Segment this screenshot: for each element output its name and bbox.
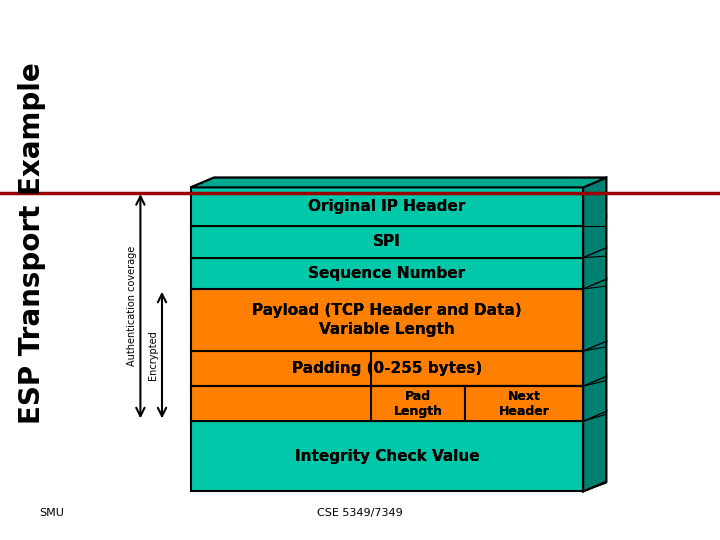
Bar (191, 421, 583, 491)
Bar (466, 386, 583, 421)
Bar (372, 386, 466, 421)
Polygon shape (583, 376, 606, 421)
Polygon shape (583, 178, 606, 491)
Bar (191, 351, 583, 386)
Polygon shape (191, 411, 606, 421)
Text: Payload (TCP Header and Data)
Variable Length: Payload (TCP Header and Data) Variable L… (252, 303, 522, 337)
Text: Sequence Number: Sequence Number (308, 266, 466, 281)
Text: Original IP Header: Original IP Header (308, 199, 466, 214)
Polygon shape (191, 248, 606, 258)
Bar (191, 187, 583, 226)
Text: SPI: SPI (373, 234, 401, 249)
Text: Next
Header: Next Header (499, 390, 550, 417)
Text: Padding (0-255 bytes): Padding (0-255 bytes) (292, 361, 482, 376)
Polygon shape (583, 178, 606, 226)
Polygon shape (191, 178, 606, 187)
Polygon shape (191, 341, 606, 351)
Polygon shape (583, 341, 606, 386)
Text: Payload (TCP Header and Data)
Variable Length: Payload (TCP Header and Data) Variable L… (252, 303, 522, 337)
Polygon shape (583, 411, 606, 491)
Polygon shape (191, 217, 606, 226)
Polygon shape (583, 248, 606, 289)
Text: Authentication coverage: Authentication coverage (127, 246, 137, 366)
Polygon shape (191, 376, 606, 386)
Polygon shape (191, 279, 606, 289)
Bar (191, 226, 583, 258)
Text: Sequence Number: Sequence Number (308, 266, 466, 281)
Text: CSE 5349/7349: CSE 5349/7349 (317, 508, 403, 518)
Text: Pad
Length: Pad Length (394, 390, 443, 417)
Text: SMU: SMU (40, 508, 65, 518)
Text: Original IP Header: Original IP Header (308, 199, 466, 214)
Bar (191, 258, 583, 289)
Bar (191, 386, 583, 421)
Text: ESP Transport Example: ESP Transport Example (19, 62, 46, 424)
Text: Next
Header: Next Header (499, 390, 550, 417)
Text: Integrity Check Value: Integrity Check Value (294, 449, 480, 464)
Text: Integrity Check Value: Integrity Check Value (294, 449, 480, 464)
Text: Padding (0-255 bytes): Padding (0-255 bytes) (292, 361, 482, 376)
Polygon shape (191, 178, 606, 187)
Polygon shape (583, 217, 606, 258)
Bar (191, 289, 583, 351)
Text: Encrypted: Encrypted (148, 330, 158, 380)
Text: SPI: SPI (373, 234, 401, 249)
Polygon shape (583, 279, 606, 351)
Text: Pad
Length: Pad Length (394, 390, 443, 417)
